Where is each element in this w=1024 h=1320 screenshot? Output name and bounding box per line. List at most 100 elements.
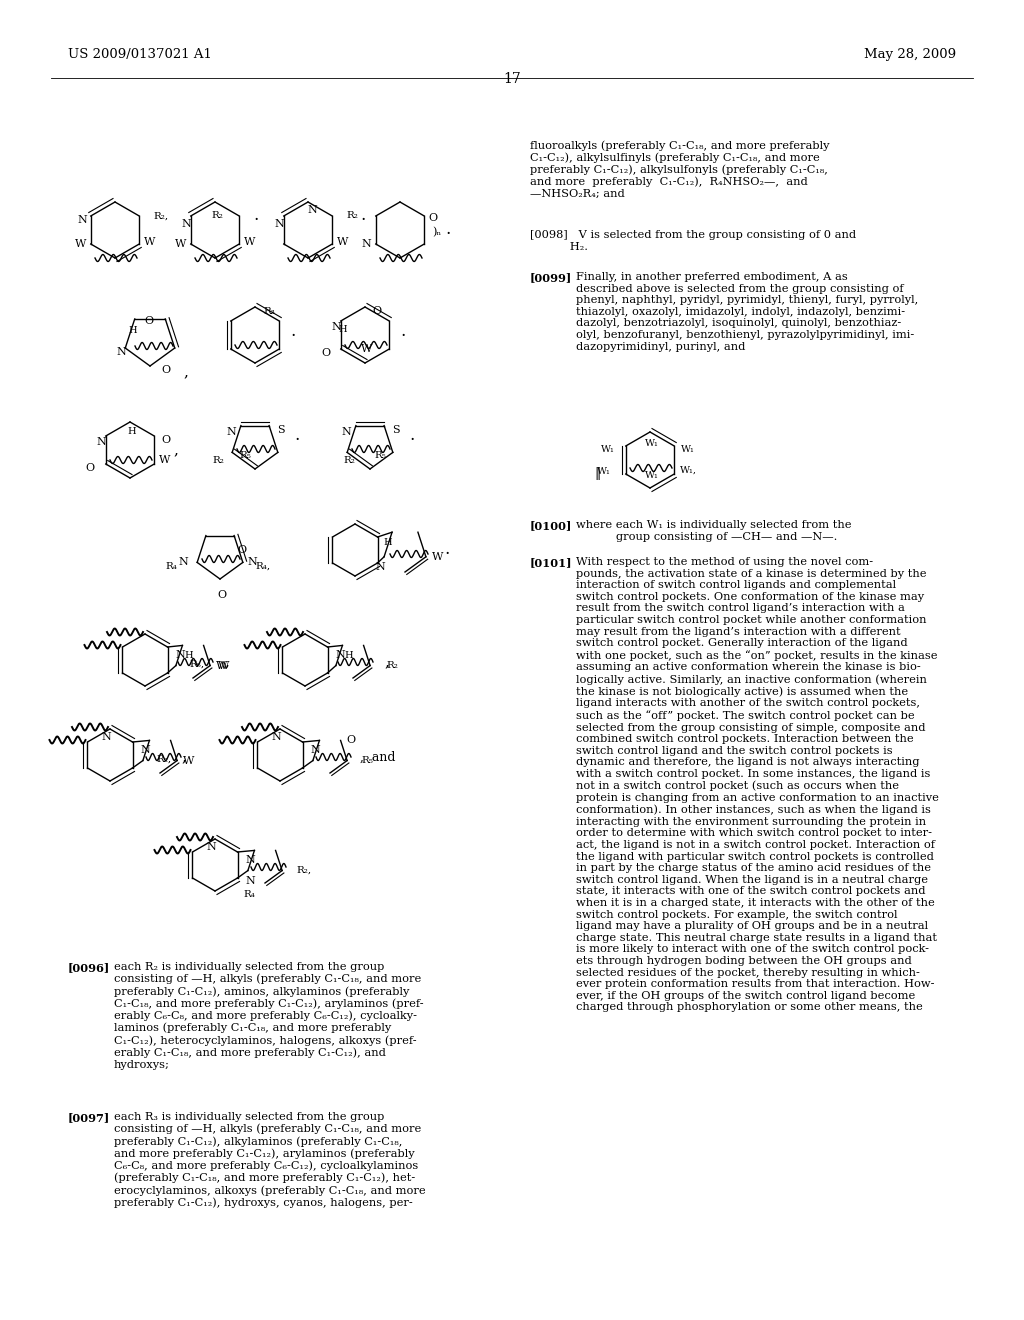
Text: N: N xyxy=(248,557,258,568)
Text: R₅: R₅ xyxy=(239,450,251,459)
Text: R₂: R₂ xyxy=(346,211,358,220)
Text: ,: , xyxy=(181,750,186,764)
Text: H: H xyxy=(128,326,137,335)
Text: O: O xyxy=(373,306,382,315)
Text: W₁: W₁ xyxy=(645,471,658,480)
Text: W: W xyxy=(75,239,86,249)
Text: R₄,: R₄, xyxy=(255,562,270,572)
Text: N: N xyxy=(117,347,126,356)
Text: .: . xyxy=(400,322,406,339)
Text: W: W xyxy=(143,238,155,247)
Text: N: N xyxy=(97,437,106,447)
Text: O: O xyxy=(429,213,438,223)
Text: W: W xyxy=(175,239,186,249)
Text: S: S xyxy=(278,425,285,434)
Text: R₃: R₃ xyxy=(263,306,274,315)
Text: R₅: R₅ xyxy=(361,756,373,766)
Text: ,: , xyxy=(224,655,229,669)
Text: W: W xyxy=(159,455,170,465)
Text: W₁: W₁ xyxy=(681,446,695,454)
Text: R₄: R₄ xyxy=(244,890,256,899)
Text: W: W xyxy=(218,660,229,671)
Text: [0100]: [0100] xyxy=(530,520,572,531)
Text: [0096]: [0096] xyxy=(68,962,111,973)
Text: R₂: R₂ xyxy=(212,455,224,465)
Text: N: N xyxy=(226,426,236,437)
Text: W: W xyxy=(183,755,195,766)
Text: 17: 17 xyxy=(503,73,521,86)
Text: S: S xyxy=(392,425,400,434)
Text: W₁: W₁ xyxy=(645,440,658,449)
Text: N: N xyxy=(361,239,372,249)
Text: N: N xyxy=(271,733,281,742)
Text: R₂: R₂ xyxy=(386,661,398,671)
Text: N: N xyxy=(78,215,88,224)
Text: .: . xyxy=(295,428,300,444)
Text: N: N xyxy=(310,746,321,755)
Text: R₂,: R₂, xyxy=(154,211,168,220)
Text: N: N xyxy=(101,733,111,742)
Text: W₁: W₁ xyxy=(597,467,610,477)
Text: fluoroalkyls (preferably C₁-C₁₈, and more preferably
C₁-C₁₂), alkylsulfinyls (pr: fluoroalkyls (preferably C₁-C₁₈, and mor… xyxy=(530,140,829,199)
Text: N: N xyxy=(341,426,351,437)
Text: R₂: R₂ xyxy=(343,455,355,465)
Text: W: W xyxy=(216,660,227,671)
Text: H: H xyxy=(344,651,352,660)
Text: US 2009/0137021 A1: US 2009/0137021 A1 xyxy=(68,48,212,61)
Text: W: W xyxy=(337,238,348,247)
Text: .: . xyxy=(444,541,450,558)
Text: [0097]: [0097] xyxy=(68,1111,111,1123)
Text: N: N xyxy=(336,651,345,660)
Text: .: . xyxy=(445,222,451,239)
Text: W: W xyxy=(361,345,373,354)
Text: O: O xyxy=(238,545,247,554)
Text: N: N xyxy=(307,205,316,215)
Text: ,: , xyxy=(174,444,178,457)
Text: ‖: ‖ xyxy=(595,467,601,480)
Text: N: N xyxy=(175,651,185,660)
Text: N: N xyxy=(140,746,151,755)
Text: [0098]   V is selected from the group consisting of 0 and
           H₂.: [0098] V is selected from the group cons… xyxy=(530,230,856,252)
Text: R₂: R₂ xyxy=(211,211,223,220)
Text: Finally, in another preferred embodiment, A as
described above is selected from : Finally, in another preferred embodiment… xyxy=(575,272,919,351)
Text: N: N xyxy=(274,219,285,228)
Text: N: N xyxy=(206,842,216,851)
Text: W: W xyxy=(244,238,255,247)
Text: R₄: R₄ xyxy=(165,562,177,572)
Text: each R₂ is individually selected from the group
consisting of —H, alkyls (prefer: each R₂ is individually selected from th… xyxy=(114,962,424,1069)
Text: .: . xyxy=(410,428,415,444)
Text: With respect to the method of using the novel com-
pounds, the activation state : With respect to the method of using the … xyxy=(575,557,939,1012)
Text: O: O xyxy=(162,366,171,375)
Text: H: H xyxy=(128,428,136,437)
Text: H: H xyxy=(384,537,392,546)
Text: N: N xyxy=(178,557,188,568)
Text: )ₙ: )ₙ xyxy=(432,227,441,238)
Text: where each W₁ is individually selected from the
           group consisting of —: where each W₁ is individually selected f… xyxy=(575,520,852,541)
Text: R₅,: R₅, xyxy=(189,660,205,668)
Text: H: H xyxy=(339,325,347,334)
Text: H: H xyxy=(184,651,193,660)
Text: [0101]: [0101] xyxy=(530,557,572,568)
Text: N: N xyxy=(245,875,255,886)
Text: W₁: W₁ xyxy=(601,446,614,454)
Text: N: N xyxy=(182,219,191,228)
Text: ,: , xyxy=(385,655,389,669)
Text: [0099]: [0099] xyxy=(530,272,572,282)
Text: O: O xyxy=(144,315,154,326)
Text: W: W xyxy=(432,552,443,562)
Text: R₂,: R₂, xyxy=(296,866,311,875)
Text: O: O xyxy=(322,348,331,358)
Text: May 28, 2009: May 28, 2009 xyxy=(864,48,956,61)
Text: O: O xyxy=(85,463,94,473)
Text: .: . xyxy=(253,207,258,224)
Text: .: . xyxy=(291,322,296,339)
Text: R₅: R₅ xyxy=(374,450,386,459)
Text: N: N xyxy=(375,562,385,572)
Text: O: O xyxy=(217,590,226,601)
Text: W₁,: W₁, xyxy=(680,466,696,474)
Text: each R₃ is individually selected from the group
consisting of —H, alkyls (prefer: each R₃ is individually selected from th… xyxy=(114,1111,426,1208)
Text: O: O xyxy=(346,735,355,746)
Text: N: N xyxy=(332,322,342,333)
Text: .: . xyxy=(360,207,366,224)
Text: ,  and: , and xyxy=(360,751,395,763)
